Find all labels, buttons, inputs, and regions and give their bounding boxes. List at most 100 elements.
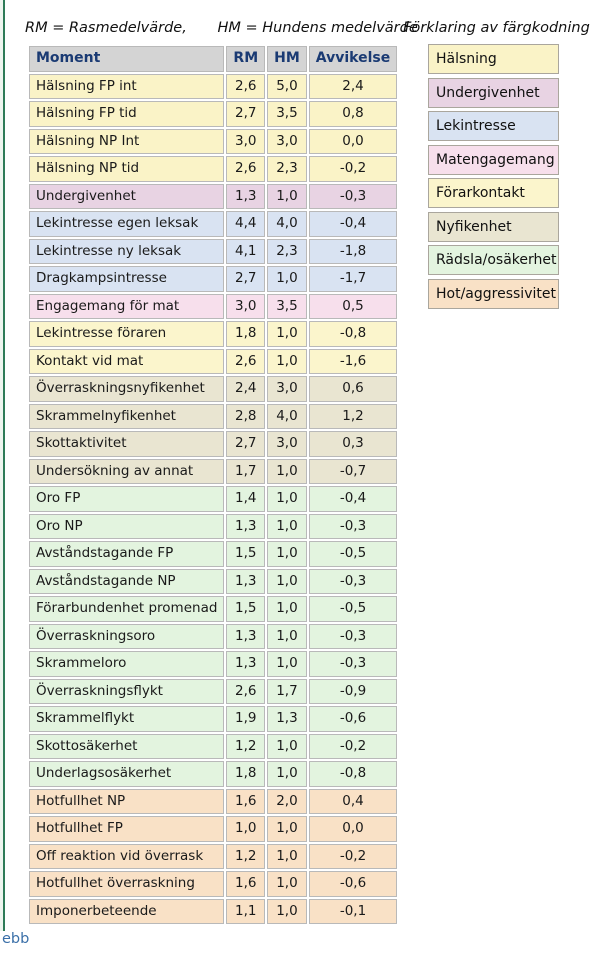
cell-hm: 1,0 — [267, 761, 307, 787]
table-row: Hotfullhet överraskning 1,6 1,0 -0,6 — [29, 871, 398, 897]
footer-link-fragment[interactable]: ebb — [2, 931, 30, 947]
cell-hm: 3,0 — [267, 128, 307, 154]
table-row: Oro NP 1,3 1,0 -0,3 — [29, 513, 398, 539]
cell-hm: 1,0 — [267, 486, 307, 512]
cell-moment: Hälsning FP tid — [29, 101, 225, 127]
cell-moment: Skottosäkerhet — [29, 733, 225, 759]
cell-rm: 2,4 — [226, 376, 266, 402]
cell-hm: 1,0 — [267, 458, 307, 484]
table-row: Skottaktivitet 2,7 3,0 0,3 — [29, 431, 398, 457]
cell-rm: 1,1 — [226, 898, 266, 924]
cell-moment: Off reaktion vid överrask — [29, 843, 225, 869]
cell-rm: 1,0 — [226, 816, 266, 842]
cell-avvikelse: -0,9 — [308, 678, 398, 704]
cell-moment: Oro FP — [29, 486, 225, 512]
cell-rm: 1,3 — [226, 568, 266, 594]
cell-hm: 1,0 — [267, 541, 307, 567]
table-row: Lekintresse ny leksak 4,1 2,3 -1,8 — [29, 238, 398, 264]
color-legend: Hälsning Undergivenhet Lekintresse Matengag… — [428, 44, 559, 312]
cell-hm: 1,7 — [267, 678, 307, 704]
cell-avvikelse: 1,2 — [308, 403, 398, 429]
cell-hm: 4,0 — [267, 403, 307, 429]
cell-rm: 3,0 — [226, 128, 266, 154]
cell-avvikelse: -0,1 — [308, 898, 398, 924]
column-header-moment: Moment — [29, 46, 225, 72]
cell-avvikelse: -0,6 — [308, 871, 398, 897]
cell-moment: Lekintresse ny leksak — [29, 238, 225, 264]
cell-hm: 1,0 — [267, 816, 307, 842]
cell-avvikelse: 0,0 — [308, 128, 398, 154]
table-row: Skrammelflykt 1,9 1,3 -0,6 — [29, 706, 398, 732]
table-header-row: Moment RM HM Avvikelse — [29, 46, 398, 72]
table-row: Off reaktion vid överrask 1,2 1,0 -0,2 — [29, 843, 398, 869]
cell-rm: 1,5 — [226, 541, 266, 567]
cell-rm: 1,3 — [226, 513, 266, 539]
cell-moment: Avståndstagande NP — [29, 568, 225, 594]
table-row: Hälsning FP tid 2,7 3,5 0,8 — [29, 101, 398, 127]
table-row: Avståndstagande NP 1,3 1,0 -0,3 — [29, 568, 398, 594]
cell-hm: 1,0 — [267, 513, 307, 539]
cell-rm: 1,9 — [226, 706, 266, 732]
cell-rm: 1,7 — [226, 458, 266, 484]
cell-rm: 2,6 — [226, 156, 266, 182]
table-row: Imponerbeteende 1,1 1,0 -0,1 — [29, 898, 398, 924]
cell-avvikelse: 2,4 — [308, 73, 398, 99]
cell-moment: Underlagsosäkerhet — [29, 761, 225, 787]
cell-moment: Överraskningsflykt — [29, 678, 225, 704]
rm-definition: RM = Rasmedelvärde, — [25, 20, 187, 36]
table-row: Hälsning NP tid 2,6 2,3 -0,2 — [29, 156, 398, 182]
assessment-table: Moment RM HM Avvikelse Hälsning FP int 2,… — [27, 44, 399, 926]
legend-item-halsning: Hälsning — [428, 44, 559, 74]
cell-avvikelse: -1,6 — [308, 348, 398, 374]
cell-rm: 2,6 — [226, 73, 266, 99]
assessment-table-body: Hälsning FP int 2,6 5,0 2,4 Hälsning FP tid 2… — [29, 73, 398, 924]
table-row: Undersökning av annat 1,7 1,0 -0,7 — [29, 458, 398, 484]
cell-moment: Lekintresse föraren — [29, 321, 225, 347]
cell-moment: Överraskningsnyfikenhet — [29, 376, 225, 402]
cell-rm: 1,4 — [226, 486, 266, 512]
cell-avvikelse: -0,2 — [308, 843, 398, 869]
cell-rm: 1,6 — [226, 871, 266, 897]
cell-hm: 2,3 — [267, 156, 307, 182]
cell-moment: Hotfullhet NP — [29, 788, 225, 814]
legend-title: Förklaring av färgkodning — [403, 20, 590, 36]
cell-hm: 3,0 — [267, 431, 307, 457]
cell-avvikelse: 0,8 — [308, 101, 398, 127]
cell-hm: 1,0 — [267, 898, 307, 924]
cell-moment: Förarbundenhet promenad — [29, 596, 225, 622]
cell-avvikelse: -1,8 — [308, 238, 398, 264]
abbreviation-definitions: RM = Rasmedelvärde, HM = Hundens medelvä… — [25, 20, 418, 36]
table-row: Överraskningsnyfikenhet 2,4 3,0 0,6 — [29, 376, 398, 402]
hm-definition: HM = Hundens medelvärde — [217, 20, 418, 36]
cell-avvikelse: -0,3 — [308, 513, 398, 539]
cell-hm: 3,5 — [267, 101, 307, 127]
cell-moment: Dragkampsintresse — [29, 266, 225, 292]
cell-rm: 3,0 — [226, 293, 266, 319]
column-header-hm: HM — [267, 46, 307, 72]
cell-moment: Oro NP — [29, 513, 225, 539]
cell-hm: 1,0 — [267, 183, 307, 209]
table-row: Hälsning NP Int 3,0 3,0 0,0 — [29, 128, 398, 154]
cell-rm: 1,8 — [226, 321, 266, 347]
cell-moment: Skottaktivitet — [29, 431, 225, 457]
legend-item-undergivenhet: Undergivenhet — [428, 77, 559, 108]
table-row: Engagemang för mat 3,0 3,5 0,5 — [29, 293, 398, 319]
cell-moment: Skrammeloro — [29, 651, 225, 677]
cell-hm: 3,0 — [267, 376, 307, 402]
cell-moment: Hälsning NP tid — [29, 156, 225, 182]
cell-moment: Avståndstagande FP — [29, 541, 225, 567]
cell-avvikelse: -0,6 — [308, 706, 398, 732]
cell-avvikelse: -0,8 — [308, 761, 398, 787]
page-left-border — [3, 0, 5, 931]
cell-moment: Hotfullhet FP — [29, 816, 225, 842]
cell-hm: 2,0 — [267, 788, 307, 814]
cell-hm: 5,0 — [267, 73, 307, 99]
cell-hm: 1,0 — [267, 596, 307, 622]
page-left-border-light — [0, 0, 3, 931]
cell-rm: 2,6 — [226, 348, 266, 374]
legend-item-radsla: Rädsla/osäkerhet — [428, 245, 559, 275]
cell-moment: Skrammelnyfikenhet — [29, 403, 225, 429]
table-row: Skottosäkerhet 1,2 1,0 -0,2 — [29, 733, 398, 759]
cell-moment: Hälsning FP int — [29, 73, 225, 99]
cell-avvikelse: 0,0 — [308, 816, 398, 842]
